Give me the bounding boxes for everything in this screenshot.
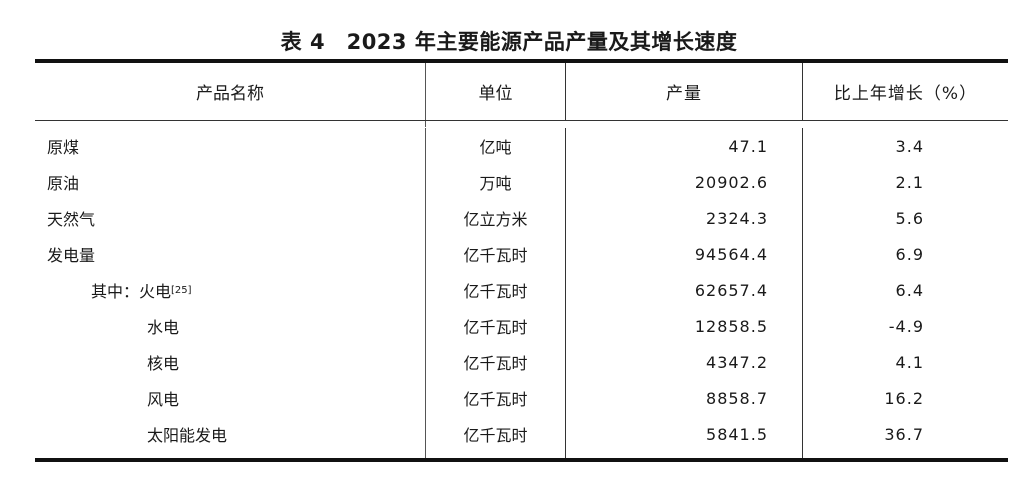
cell-output: 12858.5 (566, 308, 803, 344)
header-growth: 比上年增长（%） (833, 84, 978, 104)
cell-product-name: 其中： 火电 [25] (35, 272, 426, 308)
cell-growth: 3.4 (895, 136, 924, 156)
cell-unit: 万吨 (426, 164, 566, 200)
row-product-name: 原煤 (47, 138, 80, 157)
row-product-name: 火电 (139, 282, 172, 301)
row-product-name: 发电量 (47, 246, 96, 265)
cell-unit: 亿千瓦时 (426, 380, 566, 416)
table-row: 原煤 亿吨 47.1 3.4 (35, 128, 1008, 164)
cell-product-name: 天然气 (35, 200, 426, 236)
cell-output: 94564.4 (566, 236, 803, 272)
spacer (35, 121, 1008, 127)
cell-growth: 2.1 (895, 172, 924, 192)
row-product-name: 核电 (147, 354, 180, 373)
cell-output: 62657.4 (566, 272, 803, 308)
table-row: 水电 亿千瓦时 12858.5 -4.9 (35, 308, 1008, 344)
table-header-row: 产品名称 单位 产量 比上年增长（%） (35, 63, 1008, 121)
cell-growth: 6.4 (895, 280, 924, 300)
table-row: 发电量 亿千瓦时 94564.4 6.9 (35, 236, 1008, 272)
header-product-name: 产品名称 (35, 63, 426, 120)
cell-unit: 亿千瓦时 (426, 344, 566, 380)
cell-unit: 亿立方米 (426, 200, 566, 236)
table-row: 太阳能发电 亿千瓦时 5841.5 36.7 (35, 416, 1008, 452)
cell-output: 47.1 (566, 128, 803, 164)
row-product-name: 太阳能发电 (147, 426, 228, 445)
row-product-name: 原油 (47, 174, 80, 193)
cell-product-name: 原油 (35, 164, 426, 200)
cell-unit: 亿千瓦时 (426, 308, 566, 344)
spacer (35, 452, 1008, 458)
cell-unit: 亿千瓦时 (426, 236, 566, 272)
cell-growth: 6.9 (895, 244, 924, 264)
table-row: 天然气 亿立方米 2324.3 5.6 (35, 200, 1008, 236)
header-output: 产量 (566, 63, 803, 120)
table-row: 风电 亿千瓦时 8858.7 16.2 (35, 380, 1008, 416)
cell-product-name: 水电 (35, 308, 426, 344)
cell-product-name: 核电 (35, 344, 426, 380)
row-product-name: 水电 (147, 318, 180, 337)
cell-output: 4347.2 (566, 344, 803, 380)
row-prefix: 其中： (91, 282, 140, 301)
cell-output: 2324.3 (566, 200, 803, 236)
table-body: 原煤 亿吨 47.1 3.4 原油 万吨 20902.6 2.1 天然气 亿立方米 2324.3 5.… (35, 127, 1008, 458)
table-row: 其中： 火电 [25] 亿千瓦时 62657.4 6.4 (35, 272, 1008, 308)
cell-output: 8858.7 (566, 380, 803, 416)
table-row: 核电 亿千瓦时 4347.2 4.1 (35, 344, 1008, 380)
table-row: 原油 万吨 20902.6 2.1 (35, 164, 1008, 200)
cell-output: 5841.5 (566, 416, 803, 452)
table-title: 表 4 2023 年主要能源产品产量及其增长速度 (280, 30, 738, 54)
cell-unit: 亿吨 (426, 128, 566, 164)
cell-growth: -4.9 (888, 316, 924, 336)
cell-output: 20902.6 (566, 164, 803, 200)
footnote-ref[interactable]: [25] (171, 284, 192, 296)
cell-unit: 亿千瓦时 (426, 272, 566, 308)
header-unit: 单位 (426, 63, 566, 120)
cell-growth: 5.6 (895, 208, 924, 228)
cell-product-name: 原煤 (35, 128, 426, 164)
cell-growth: 16.2 (884, 388, 924, 408)
cell-growth: 4.1 (895, 352, 924, 372)
cell-product-name: 发电量 (35, 236, 426, 272)
row-product-name: 风电 (147, 390, 180, 409)
cell-product-name: 风电 (35, 380, 426, 416)
cell-unit: 亿千瓦时 (426, 416, 566, 452)
row-product-name: 天然气 (47, 210, 96, 229)
cell-product-name: 太阳能发电 (35, 416, 426, 452)
cell-growth: 36.7 (884, 424, 924, 444)
energy-output-table: 产品名称 单位 产量 比上年增长（%） 原煤 亿吨 47.1 3.4 原油 万吨 20902… (35, 59, 1008, 462)
